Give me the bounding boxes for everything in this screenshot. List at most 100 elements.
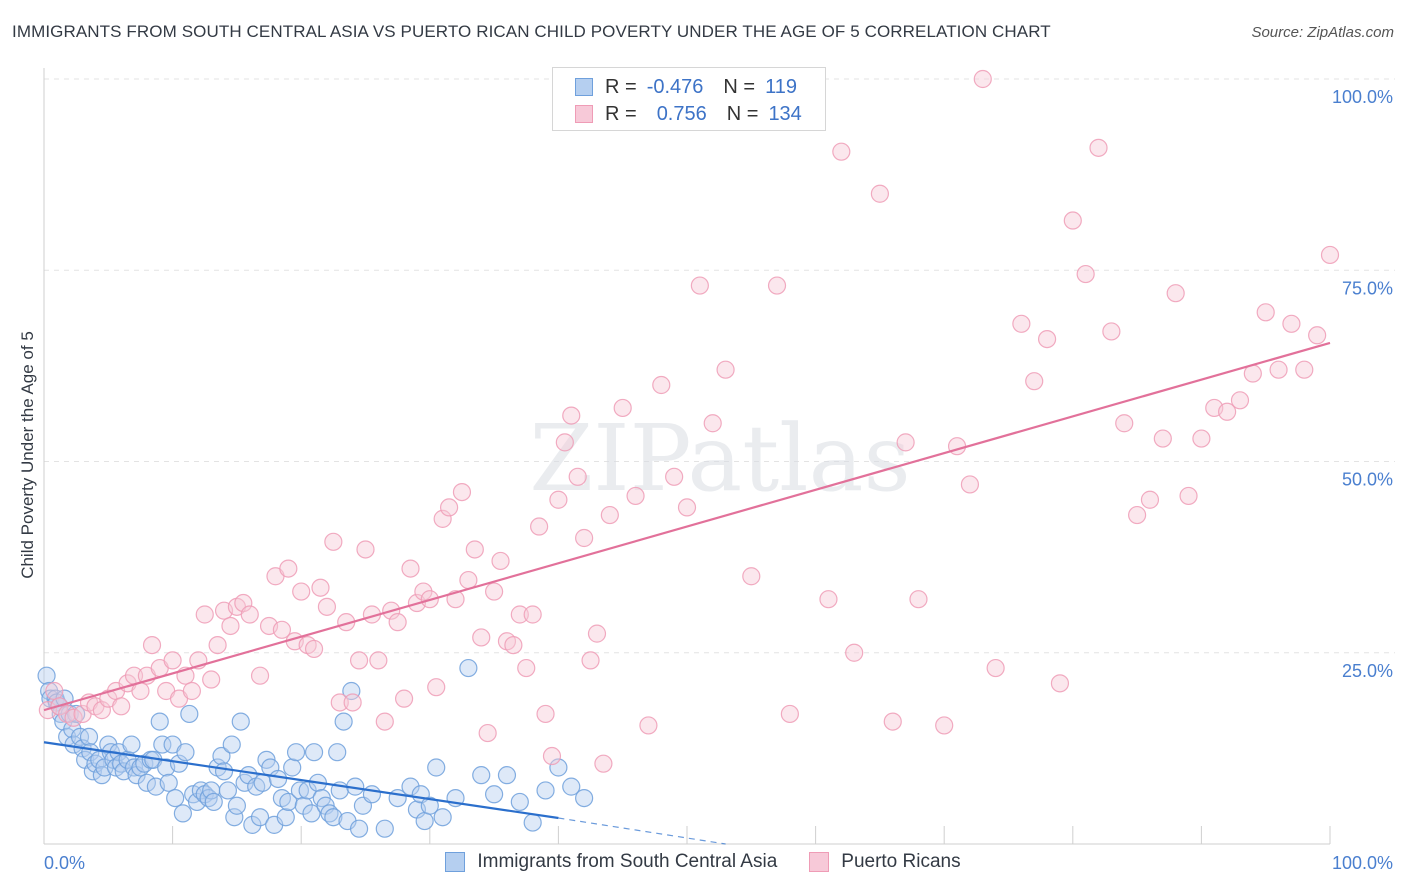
series-legend-item-south-central-asia[interactable]: Immigrants from South Central Asia	[445, 851, 777, 873]
legend-r-value: -0.476	[646, 75, 704, 98]
point-puerto-ricans	[1179, 486, 1198, 506]
point-south-central-asia	[166, 788, 185, 808]
point-puerto-ricans	[1037, 330, 1057, 349]
point-puerto-ricans	[478, 723, 497, 743]
point-puerto-ricans	[433, 509, 452, 528]
point-south-central-asia	[279, 792, 298, 812]
point-puerto-ricans	[304, 639, 324, 659]
point-puerto-ricans	[562, 406, 581, 425]
point-south-central-asia	[328, 743, 347, 762]
point-puerto-ricans	[1166, 284, 1185, 303]
point-south-central-asia	[523, 813, 542, 832]
legend-swatch-blue	[575, 78, 593, 96]
point-south-central-asia	[153, 735, 172, 754]
point-puerto-ricans	[690, 276, 709, 295]
point-puerto-ricans	[665, 467, 684, 486]
point-south-central-asia	[283, 758, 302, 777]
point-puerto-ricans	[523, 605, 542, 624]
point-puerto-ricans	[459, 570, 478, 590]
point-puerto-ricans	[960, 475, 980, 494]
point-puerto-ricans	[1282, 314, 1301, 333]
legend-n-label: N =	[723, 75, 756, 98]
point-puerto-ricans	[292, 582, 311, 601]
point-puerto-ricans	[182, 681, 201, 701]
point-south-central-asia	[250, 808, 270, 827]
point-puerto-ricans	[780, 704, 799, 724]
point-puerto-ricans	[1295, 360, 1314, 379]
axes	[43, 68, 1331, 845]
point-south-central-asia	[342, 681, 361, 701]
point-puerto-ricans	[343, 693, 362, 712]
point-puerto-ricans	[1153, 429, 1172, 448]
point-puerto-ricans	[112, 697, 131, 716]
point-puerto-ricans	[195, 605, 214, 624]
point-puerto-ricans	[472, 628, 491, 647]
point-south-central-asia	[137, 773, 156, 792]
point-south-central-asia	[375, 819, 394, 838]
point-puerto-ricans	[555, 433, 574, 452]
point-south-central-asia	[214, 762, 234, 781]
point-south-central-asia	[176, 743, 195, 762]
point-puerto-ricans	[452, 483, 472, 502]
point-puerto-ricans	[311, 578, 330, 597]
point-puerto-ricans	[330, 693, 349, 712]
x-tick-label: 0.0%	[44, 853, 85, 873]
legend-n-value: 134	[768, 102, 802, 125]
series-legend-item-puerto-ricans[interactable]: Puerto Ricans	[809, 851, 961, 873]
point-puerto-ricans	[613, 398, 632, 418]
point-puerto-ricans	[909, 590, 928, 609]
trend-extension-south-central-asia	[558, 817, 726, 845]
point-puerto-ricans	[142, 635, 162, 655]
point-south-central-asia	[497, 766, 517, 785]
series-legend-label: Immigrants from South Central Asia	[477, 851, 778, 872]
point-puerto-ricans	[600, 505, 619, 525]
point-puerto-ricans	[45, 681, 64, 701]
point-puerto-ricans	[356, 540, 375, 559]
point-puerto-ricans	[639, 716, 658, 735]
point-puerto-ricans	[1025, 372, 1044, 391]
point-south-central-asia	[173, 804, 192, 823]
series-legend: Immigrants from South Central Asia Puert…	[0, 851, 1406, 873]
point-puerto-ricans	[1089, 138, 1108, 157]
point-puerto-ricans	[221, 616, 240, 636]
correlation-legend: R = -0.476 N = 119 R = 0.756 N = 134	[552, 67, 826, 131]
point-puerto-ricans	[1269, 360, 1288, 379]
point-puerto-ricans	[832, 142, 851, 161]
point-puerto-ricans	[594, 754, 613, 773]
point-south-central-asia	[362, 785, 382, 804]
legend-r-label: R =	[605, 102, 637, 125]
point-puerto-ricans	[1256, 303, 1275, 322]
point-south-central-asia	[290, 781, 310, 800]
point-puerto-ricans	[677, 498, 697, 517]
point-south-central-asia	[485, 785, 504, 804]
point-puerto-ricans	[986, 658, 1005, 678]
point-puerto-ricans	[652, 375, 671, 395]
watermark: ZIPatlas	[529, 405, 910, 512]
point-puerto-ricans	[742, 567, 761, 586]
point-puerto-ricans	[1140, 490, 1160, 509]
point-puerto-ricans	[1192, 429, 1211, 448]
point-puerto-ricans	[64, 708, 83, 727]
point-south-central-asia	[212, 746, 231, 766]
x-tick-label: 100.0%	[1332, 853, 1393, 873]
point-south-central-asia	[222, 735, 241, 754]
point-puerto-ricans	[324, 532, 343, 551]
point-puerto-ricans	[401, 559, 420, 578]
legend-row-south-central-asia: R = -0.476 N = 119	[575, 74, 797, 100]
point-south-central-asia	[79, 727, 99, 747]
point-south-central-asia	[349, 819, 369, 838]
point-puerto-ricans	[542, 746, 562, 766]
point-puerto-ricans	[1050, 674, 1070, 693]
point-south-central-asia	[276, 808, 295, 827]
point-south-central-asia	[286, 743, 306, 762]
point-puerto-ricans	[575, 528, 594, 548]
point-south-central-asia	[227, 796, 246, 815]
point-puerto-ricans	[208, 635, 227, 655]
series-legend-label: Puerto Ricans	[841, 851, 961, 872]
point-south-central-asia	[427, 758, 446, 777]
point-south-central-asia	[122, 735, 141, 754]
point-south-central-asia	[549, 758, 568, 777]
point-puerto-ricans	[465, 540, 484, 559]
point-south-central-asia	[536, 781, 555, 800]
point-puerto-ricans	[504, 635, 523, 655]
